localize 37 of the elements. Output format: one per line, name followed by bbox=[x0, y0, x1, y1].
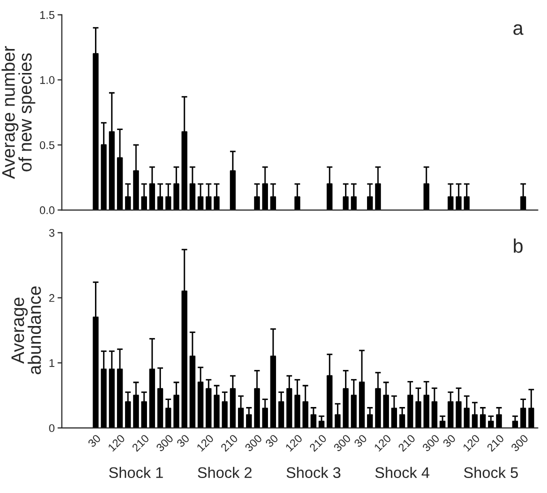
x-tick-label: 30 bbox=[176, 434, 190, 448]
x-tick-label: 30 bbox=[442, 434, 456, 448]
y-tick-label: 1.0 bbox=[40, 76, 54, 84]
x-tick-label: 300 bbox=[333, 434, 352, 452]
x-tick-label: 210 bbox=[220, 434, 238, 452]
x-tick-label: 210 bbox=[309, 434, 327, 452]
text: Shock 5 bbox=[464, 466, 518, 478]
y-tick-label: 3 bbox=[49, 228, 54, 237]
y-tick-label: 0.5 bbox=[40, 141, 54, 150]
y-tick-label: 0 bbox=[49, 424, 54, 432]
y-tick-label: 2 bbox=[49, 294, 54, 302]
y-tick-label: 0.0 bbox=[40, 206, 54, 214]
x-tick-label: 120 bbox=[108, 434, 126, 452]
x-tick-label: 120 bbox=[196, 434, 214, 452]
x-tick-label: 300 bbox=[244, 434, 262, 452]
x-tick-label: 120 bbox=[285, 434, 303, 452]
annotation: b bbox=[514, 238, 523, 253]
text: Shock 1 bbox=[109, 466, 163, 478]
x-tick-label: 30 bbox=[87, 434, 102, 448]
x-tick-label: 210 bbox=[132, 434, 150, 452]
text: Shock 4 bbox=[375, 466, 430, 478]
x-tick-label: 30 bbox=[354, 434, 368, 448]
x-tick-label: 120 bbox=[374, 434, 392, 452]
x-tick-label: 300 bbox=[156, 434, 174, 452]
x-tick-label: 300 bbox=[510, 434, 529, 452]
y-axis-title: Average abundance bbox=[12, 286, 41, 374]
text: Shock 2 bbox=[198, 466, 252, 478]
x-tick-label: 30 bbox=[264, 434, 279, 448]
text: Shock 3 bbox=[286, 466, 340, 478]
y-tick-label: 1.5 bbox=[40, 11, 54, 19]
x-tick-label: 210 bbox=[398, 434, 416, 452]
x-tick-label: 120 bbox=[462, 434, 480, 452]
y-tick-label: 1 bbox=[50, 359, 54, 367]
y-axis-title: Average number of new species bbox=[2, 46, 36, 179]
annotation: a bbox=[513, 24, 524, 35]
x-tick-label: 210 bbox=[486, 434, 504, 452]
x-tick-label: 300 bbox=[422, 434, 440, 452]
